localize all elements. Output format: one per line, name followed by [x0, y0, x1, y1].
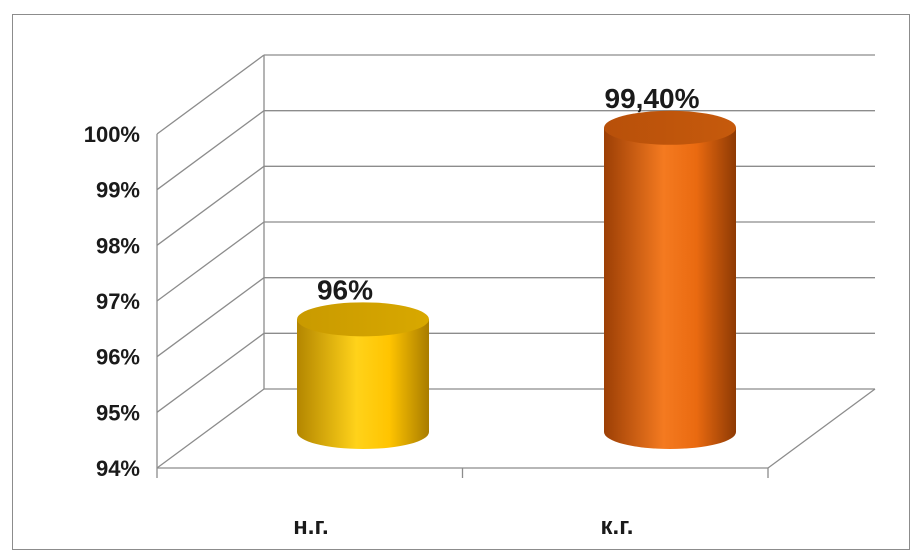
bar-0: [297, 319, 429, 449]
y-tick-label: 96%: [96, 345, 140, 370]
y-tick-label: 94%: [96, 456, 140, 481]
bars: [297, 110, 736, 450]
bar-top-0: [297, 302, 429, 337]
x-category-label: к.г.: [601, 513, 634, 540]
gridlines: [156, 54, 875, 469]
floor-side-edge: [767, 388, 876, 469]
gridline-side: [156, 165, 265, 246]
bar-top-1: [604, 110, 736, 145]
gridline-side: [156, 221, 265, 302]
data-label: 99,40%: [605, 83, 700, 114]
x-category-label: н.г.: [293, 513, 328, 540]
gridline-side: [156, 332, 265, 413]
y-tick-label: 99%: [96, 178, 140, 203]
axes: [156, 134, 876, 478]
y-tick-label: 98%: [96, 233, 140, 258]
gridline-side: [156, 54, 265, 135]
y-tick-label: 100%: [84, 122, 140, 147]
gridline-side: [156, 277, 265, 358]
gridline-side: [156, 388, 265, 469]
y-tick-label: 97%: [96, 289, 140, 314]
labels: 94% 95% 96% 97% 98% 99% 100% 96% 99,40% н.г. к.г.: [84, 83, 700, 540]
data-label: 96%: [317, 274, 373, 305]
y-tick-label: 95%: [96, 400, 140, 425]
gridline-side: [156, 110, 265, 191]
bar-1: [604, 127, 736, 450]
chart-frame: [12, 14, 910, 550]
